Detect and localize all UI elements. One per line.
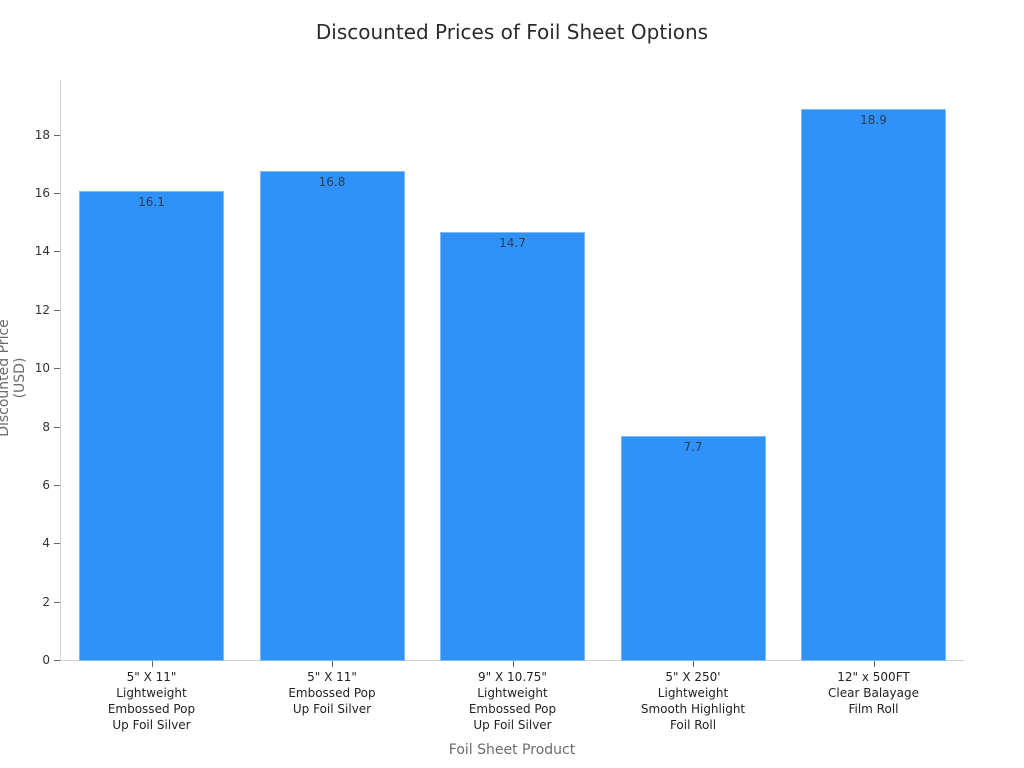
x-tick-label: 5" X 11" Lightweight Embossed Pop Up Foi… <box>107 670 196 732</box>
bar-value-label: 16.8 <box>318 174 346 189</box>
bar: 14.7 <box>440 232 585 661</box>
y-tick-label: 10 <box>34 361 50 376</box>
bar: 16.8 <box>259 170 405 661</box>
y-tick-mark <box>54 660 60 661</box>
y-tick: 0 <box>0 653 60 674</box>
y-axis-label: Discounted Price (USD) <box>0 319 28 437</box>
y-tick-mark <box>54 543 60 545</box>
y-tick: 6 <box>0 478 60 499</box>
bar: 7.7 <box>620 436 766 661</box>
y-tick-mark <box>54 309 60 311</box>
bar: 18.9 <box>801 109 946 661</box>
y-tick-label: 12 <box>34 302 50 317</box>
y-tick: 10 <box>0 361 60 382</box>
bar-value-label: 16.1 <box>138 195 165 210</box>
y-tick-mark <box>54 601 60 603</box>
x-tick-mark <box>693 661 694 667</box>
y-tick: 18 <box>0 128 60 149</box>
y-tick-label: 2 <box>42 594 50 609</box>
y-tick-label: 0 <box>42 653 50 667</box>
y-tick-mark <box>54 368 60 370</box>
y-tick-mark <box>54 484 60 486</box>
y-tick: 8 <box>0 420 60 441</box>
bar: 16.1 <box>79 191 224 661</box>
y-tick: 4 <box>0 536 60 557</box>
y-tick-mark <box>54 251 60 253</box>
y-axis-line <box>60 80 61 661</box>
x-tick-mark <box>873 661 875 667</box>
y-tick-label: 6 <box>42 477 50 492</box>
y-tick: 2 <box>0 595 60 616</box>
y-tick-label: 18 <box>34 127 50 142</box>
y-tick-mark <box>54 134 60 136</box>
chart-title: Discounted Prices of Foil Sheet Options <box>315 20 709 44</box>
x-tick-label: 12" x 500FT Clear Balayage Film Roll <box>828 670 919 716</box>
y-tick: 16 <box>0 186 60 207</box>
y-tick-label: 4 <box>42 536 50 551</box>
y-tick-mark <box>54 193 60 195</box>
bar-value-label: 18.9 <box>860 113 887 128</box>
x-tick-label: 9" X 10.75" Lightweight Embossed Pop Up … <box>468 670 557 732</box>
x-tick-mark <box>512 661 514 667</box>
x-axis-label: Foil Sheet Product <box>448 742 576 758</box>
y-tick-label: 8 <box>42 419 50 434</box>
bar-value-label: 7.7 <box>683 440 703 455</box>
x-tick-mark <box>332 661 333 667</box>
x-tick-label: 5" X 11" Embossed Pop Up Foil Silver <box>288 670 376 716</box>
bar-value-label: 14.7 <box>499 236 526 251</box>
x-tick-label: 5" X 250' Lightweight Smooth Highlight F… <box>640 670 746 732</box>
x-tick-mark <box>151 661 153 667</box>
y-tick-label: 16 <box>34 186 50 201</box>
y-tick: 14 <box>0 244 60 265</box>
y-tick: 12 <box>0 303 60 324</box>
y-tick-mark <box>54 426 60 428</box>
y-tick-label: 14 <box>34 244 50 259</box>
